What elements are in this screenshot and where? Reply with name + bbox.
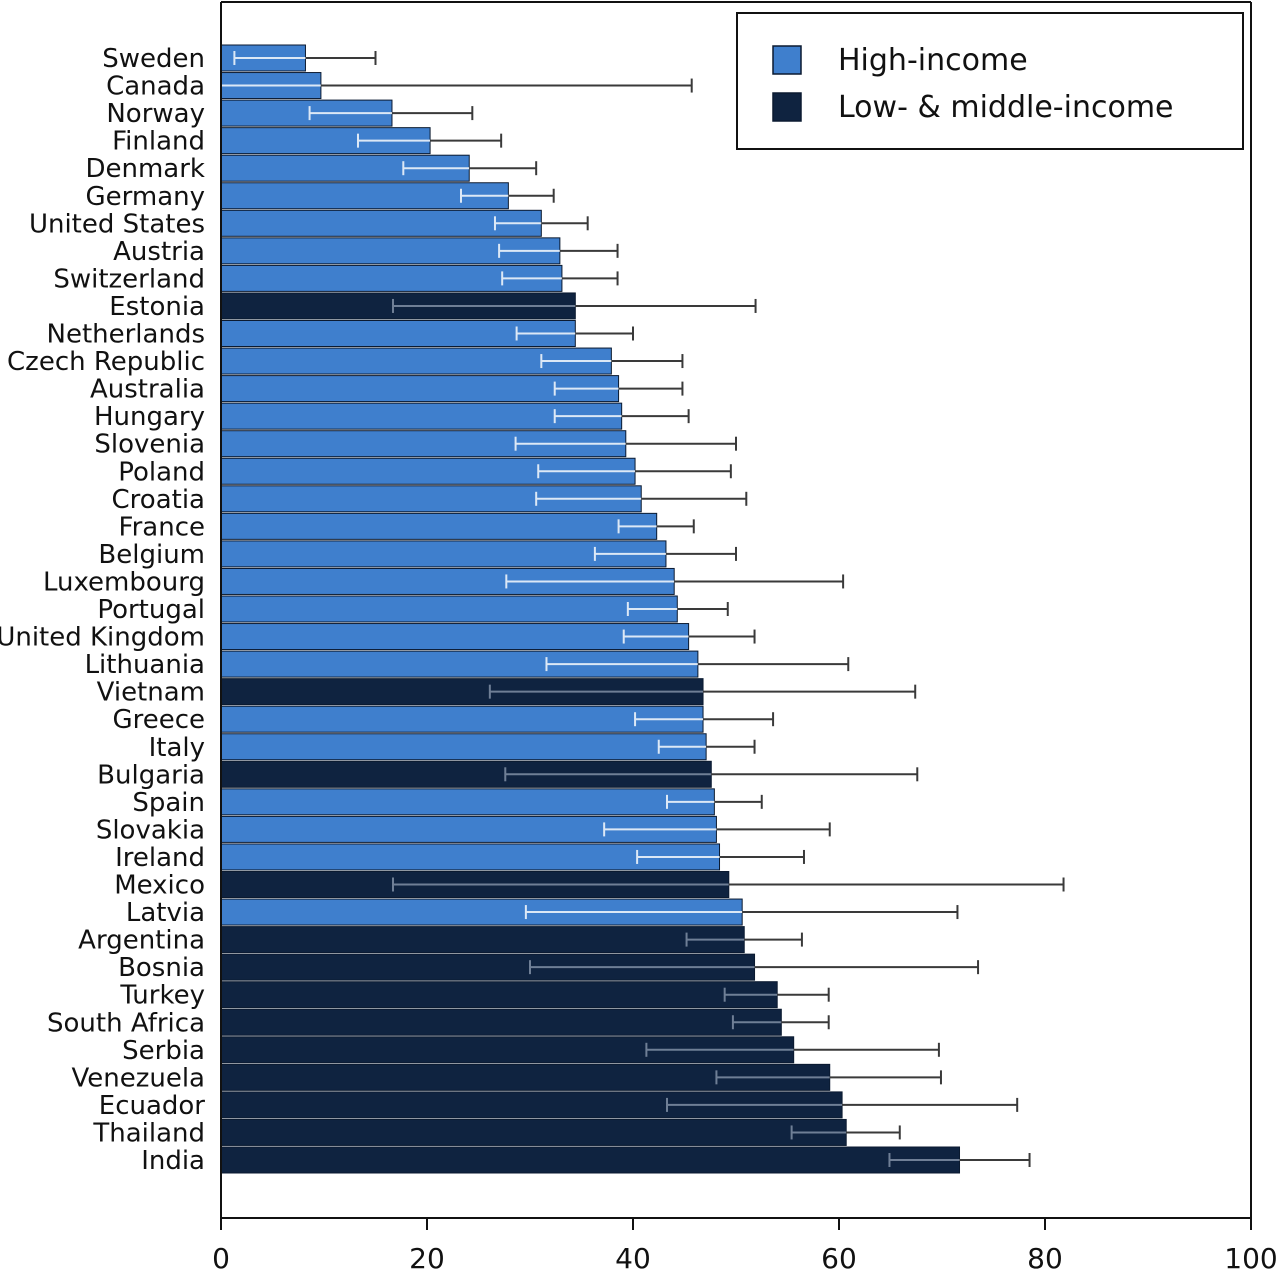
bar-argentina — [220, 926, 745, 954]
country-label-latvia: Latvia — [126, 898, 205, 928]
country-label-croatia: Croatia — [112, 485, 205, 515]
country-label-serbia: Serbia — [122, 1036, 205, 1066]
country-label-australia: Australia — [90, 375, 205, 405]
country-label-portugal: Portugal — [97, 595, 205, 625]
country-label-ireland: Ireland — [115, 843, 205, 873]
x-tick-label-20: 20 — [409, 1242, 445, 1275]
country-label-turkey: Turkey — [119, 981, 205, 1011]
country-label-bosnia: Bosnia — [118, 953, 205, 983]
country-label-thailand: Thailand — [92, 1118, 205, 1148]
x-tick-label-60: 60 — [821, 1242, 857, 1275]
country-label-poland: Poland — [118, 457, 205, 487]
country-label-spain: Spain — [132, 788, 205, 818]
bar-india — [220, 1146, 961, 1174]
legend-swatch-low — [772, 92, 802, 122]
country-label-vietnam: Vietnam — [97, 678, 205, 708]
country-label-mexico: Mexico — [114, 871, 205, 901]
country-label-hungary: Hungary — [94, 402, 205, 432]
error-bars-layer — [220, 51, 1065, 1167]
country-label-south-africa: South Africa — [47, 1008, 205, 1038]
country-label-netherlands: Netherlands — [47, 320, 206, 350]
legend: High-income Low- & middle-income — [736, 12, 1244, 150]
country-label-norway: Norway — [106, 99, 205, 129]
country-label-lithuania: Lithuania — [85, 650, 205, 680]
country-label-bulgaria: Bulgaria — [97, 760, 205, 790]
bar-united-kingdom — [220, 623, 690, 651]
country-label-united-kingdom: United Kingdom — [0, 623, 205, 653]
x-tick-label-40: 40 — [615, 1242, 651, 1275]
country-label-belgium: Belgium — [98, 540, 205, 570]
bar-united-states — [220, 209, 542, 237]
country-label-luxembourg: Luxembourg — [43, 567, 205, 597]
bar-spain — [220, 788, 715, 816]
bar-south-africa — [220, 1008, 782, 1036]
country-label-venezuela: Venezuela — [71, 1063, 205, 1093]
country-label-sweden: Sweden — [102, 44, 205, 74]
bar-thailand — [220, 1118, 847, 1146]
country-label-czech-republic: Czech Republic — [7, 347, 205, 377]
bar-greece — [220, 705, 704, 733]
country-label-estonia: Estonia — [109, 292, 205, 322]
country-label-switzerland: Switzerland — [53, 264, 205, 294]
country-label-slovakia: Slovakia — [96, 815, 205, 845]
country-label-germany: Germany — [85, 182, 205, 212]
bars-layer — [220, 44, 961, 1174]
x-tick-label-0: 0 — [212, 1242, 230, 1275]
bar-australia — [220, 375, 620, 403]
bar-france — [220, 512, 658, 540]
country-label-denmark: Denmark — [85, 154, 205, 184]
country-label-argentina: Argentina — [78, 926, 205, 956]
country-label-austria: Austria — [113, 237, 205, 267]
country-label-ecuador: Ecuador — [99, 1091, 206, 1121]
legend-swatch-high — [772, 45, 802, 75]
x-tick-label-100: 100 — [1224, 1242, 1277, 1275]
country-label-france: France — [119, 512, 205, 542]
legend-label-low: Low- & middle-income — [838, 90, 1174, 125]
bar-portugal — [220, 595, 678, 623]
x-tick-label-80: 80 — [1027, 1242, 1063, 1275]
country-label-canada: Canada — [106, 72, 205, 102]
legend-label-high: High-income — [838, 43, 1028, 78]
country-label-india: India — [141, 1146, 205, 1176]
country-label-slovenia: Slovenia — [94, 430, 205, 460]
country-label-italy: Italy — [149, 733, 205, 763]
country-label-greece: Greece — [112, 705, 205, 735]
country-labels-layer: SwedenCanadaNorwayFinlandDenmarkGermanyU… — [0, 44, 205, 1176]
bar-italy — [220, 733, 707, 761]
country-label-united-states: United States — [29, 209, 205, 239]
legend-box — [736, 12, 1244, 150]
bar-turkey — [220, 981, 778, 1009]
axes-layer: 0 20 40 60 80 100 — [212, 1, 1278, 1275]
country-label-finland: Finland — [112, 127, 205, 157]
